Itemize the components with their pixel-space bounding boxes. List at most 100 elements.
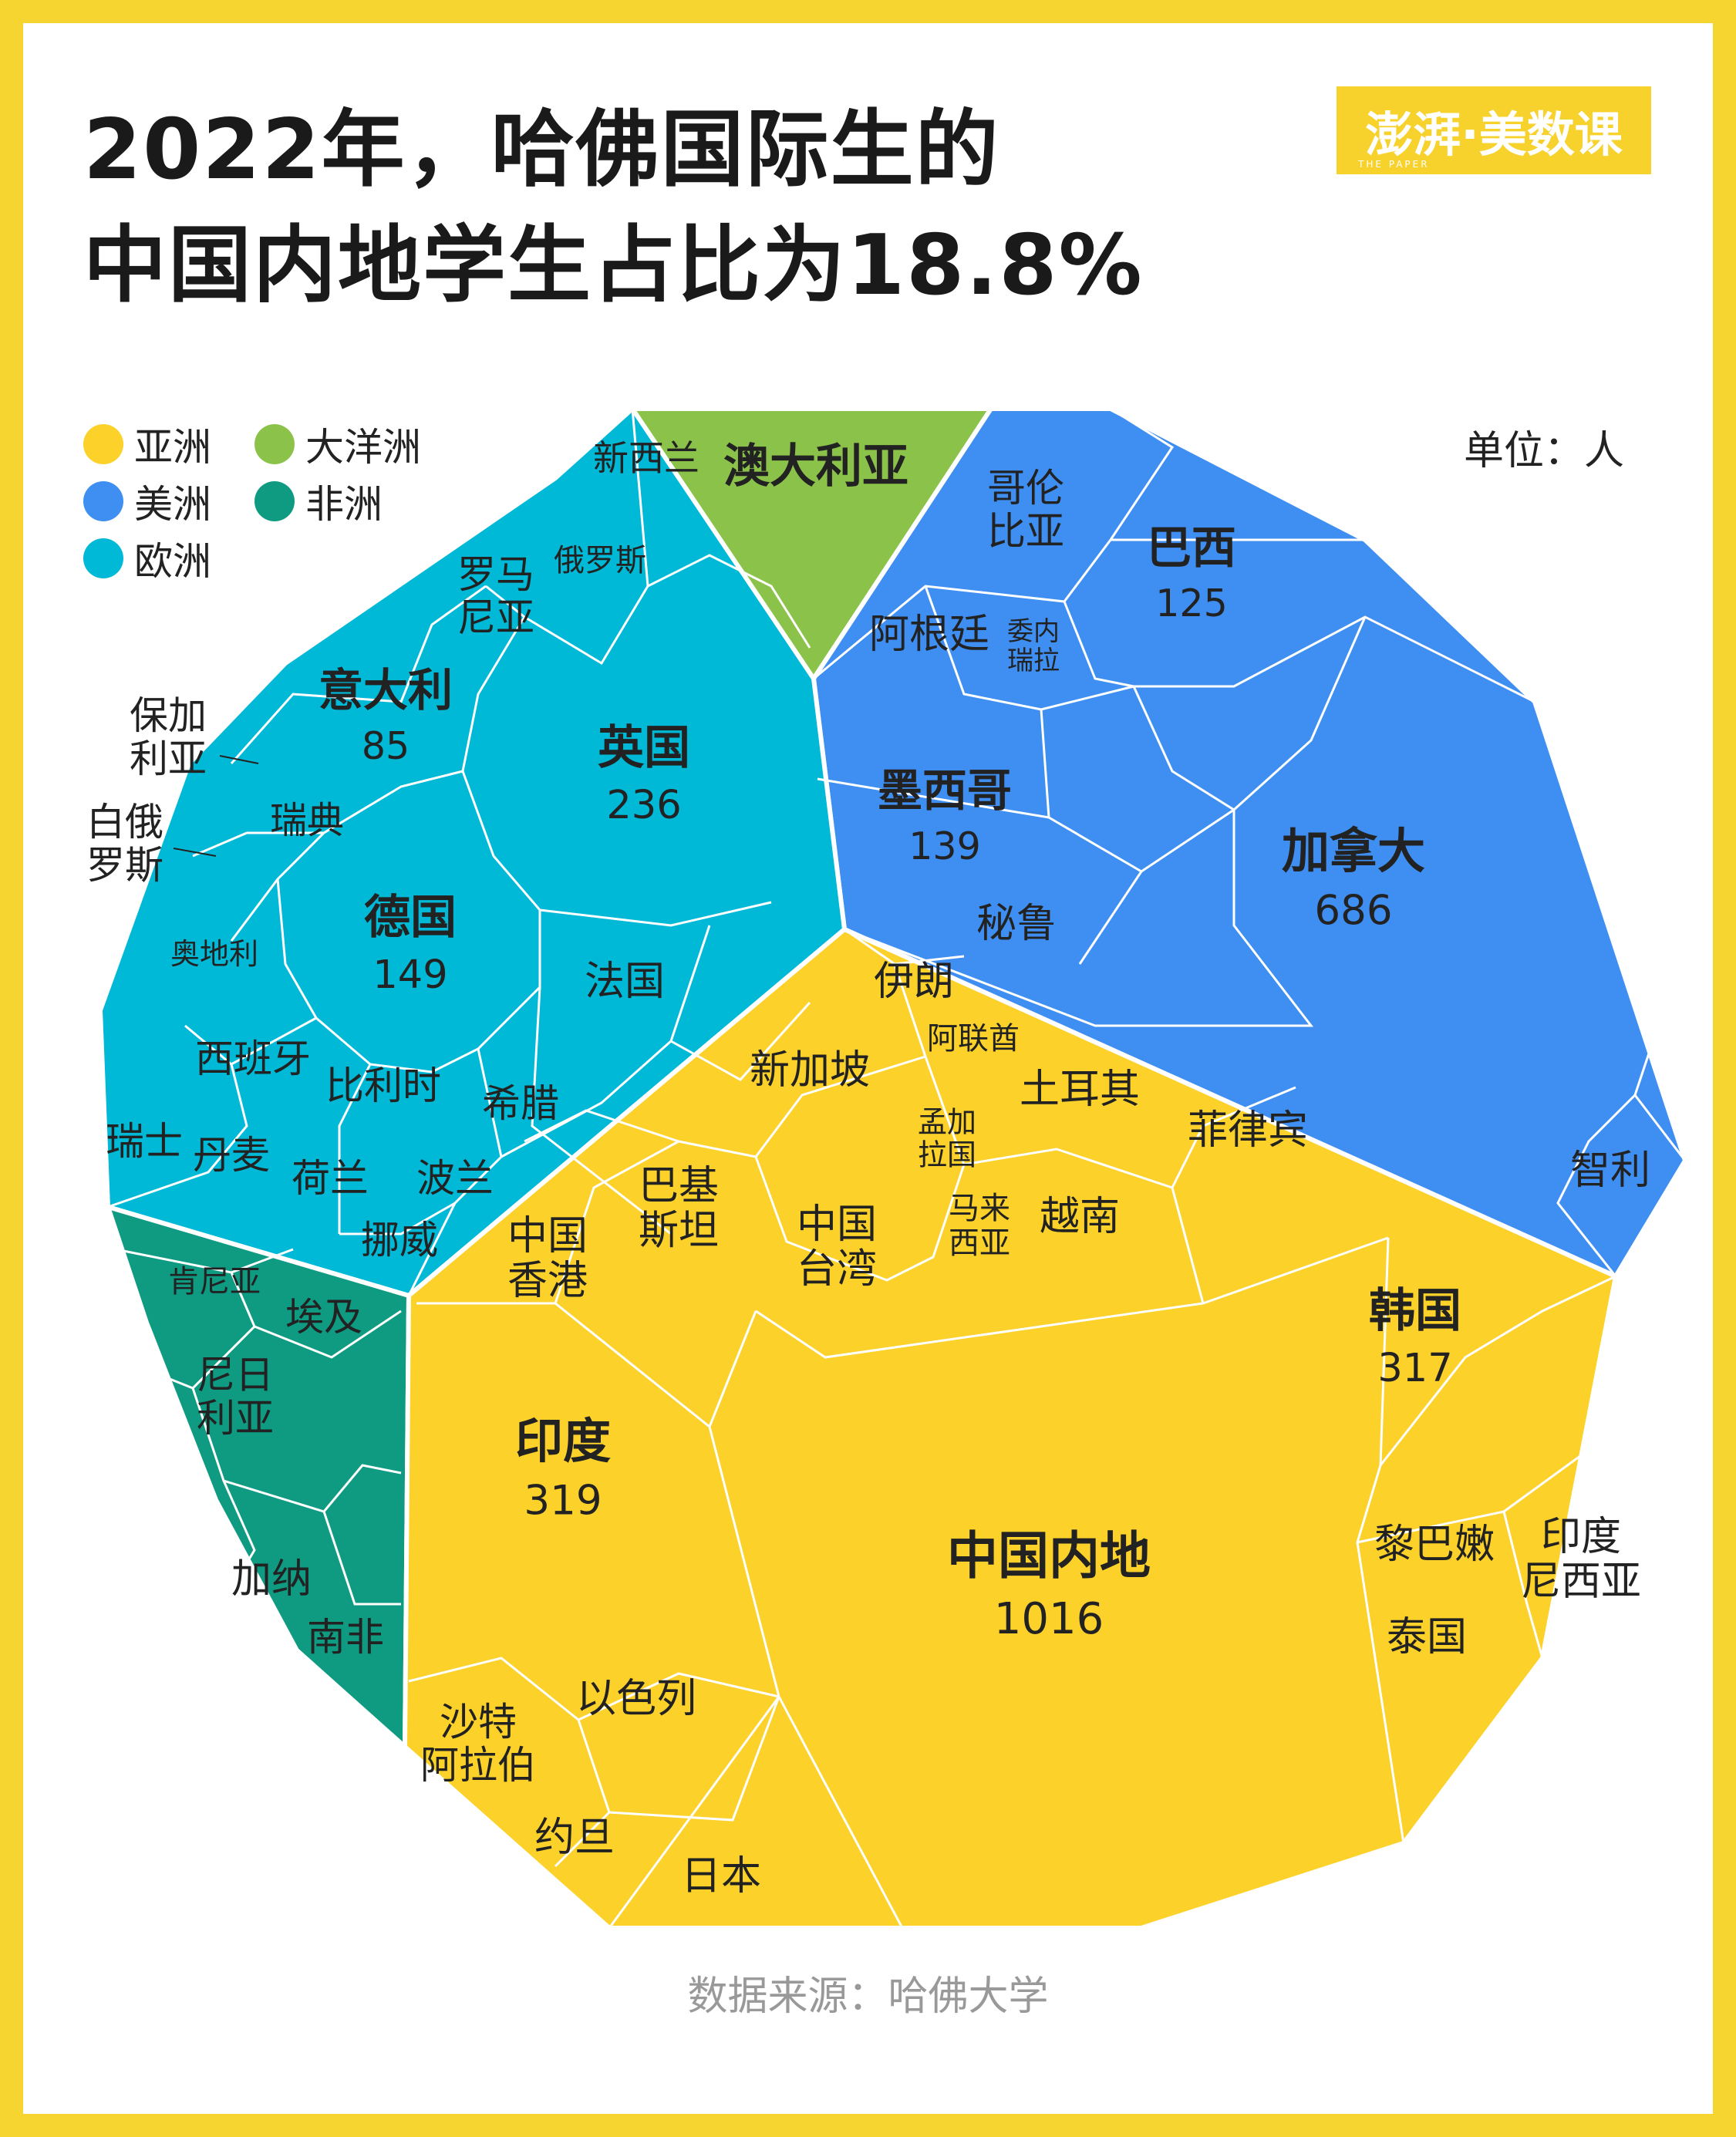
cell-boundary xyxy=(708,1310,904,1929)
country-label: 中国台湾 xyxy=(797,1202,877,1293)
country-label: 马来西亚 xyxy=(949,1191,1010,1261)
source-note: 数据来源：哈佛大学 xyxy=(687,1974,1049,2020)
country-label: 澳大利亚 xyxy=(723,440,908,494)
country-label: 韩国 xyxy=(1369,1284,1461,1338)
country-label: 泰国 xyxy=(1387,1614,1467,1660)
legend-label-asia: 亚洲 xyxy=(134,425,211,470)
cell-boundary xyxy=(254,1310,402,1359)
legend-swatch-oceania xyxy=(255,424,295,464)
country-label: 丹麦 xyxy=(193,1133,270,1178)
leader-line xyxy=(219,755,259,764)
country-label: 南非 xyxy=(307,1615,384,1660)
country-label: 奥地利 xyxy=(170,937,258,971)
country-value: 125 xyxy=(1155,581,1228,625)
cell-boundary xyxy=(338,1063,372,1234)
country-label: 以色列 xyxy=(576,1676,696,1722)
country-label: 荷兰 xyxy=(292,1156,369,1201)
country-label: 瑞典 xyxy=(270,799,344,842)
cell-boundary xyxy=(608,1696,780,1822)
country-label: 约旦 xyxy=(534,1815,615,1861)
country-label: 黎巴嫩 xyxy=(1374,1522,1495,1568)
country-label: 阿根廷 xyxy=(869,612,989,658)
cell-boundary xyxy=(924,585,1134,711)
country-label: 法国 xyxy=(585,959,665,1005)
cell-boundary xyxy=(554,1055,926,1304)
country-label: 菲律宾 xyxy=(1188,1107,1308,1154)
legend-swatch-europe xyxy=(83,538,123,578)
country-label: 保加利亚 xyxy=(130,693,207,781)
legend-item-oceania: 大洋洲 xyxy=(255,416,421,472)
cell-boundary xyxy=(754,1056,966,1282)
country-label: 尼日利亚 xyxy=(197,1353,274,1441)
country-label: 英国 xyxy=(598,721,690,775)
legend-item-africa: 非洲 xyxy=(255,474,383,529)
cell-boundary xyxy=(1357,1510,1544,1659)
logo-subtext: THE PAPER xyxy=(1358,159,1430,170)
country-value: 236 xyxy=(606,783,681,828)
cell-boundary xyxy=(963,1148,1205,1304)
legend-swatch-americas xyxy=(83,481,123,521)
cell-boundary xyxy=(230,585,487,764)
title-line-1: 2022年，哈佛国际生的 xyxy=(83,102,1000,198)
country-label: 新西兰 xyxy=(593,437,699,479)
title-line-2: 中国内地学生占比为18.8% xyxy=(83,217,1144,314)
country-label: 挪威 xyxy=(361,1218,438,1262)
country-label: 比利时 xyxy=(325,1063,441,1108)
country-label: 新加坡 xyxy=(750,1047,870,1094)
cell-boundary xyxy=(1078,871,1143,965)
country-label: 伊朗 xyxy=(874,959,954,1005)
country-value: 149 xyxy=(372,952,447,998)
country-label: 越南 xyxy=(1040,1194,1120,1240)
country-label: 哥伦比亚 xyxy=(987,466,1064,554)
logo-text: 澎湃·美数课 xyxy=(1365,106,1623,163)
country-value: 319 xyxy=(524,1477,602,1524)
country-label: 土耳其 xyxy=(1020,1067,1140,1113)
cell-boundary xyxy=(755,1236,1389,1359)
cell-boundary xyxy=(578,1672,780,1721)
cell-boundary xyxy=(813,407,1175,680)
country-label: 意大利 xyxy=(319,664,453,716)
legend-swatch-asia xyxy=(83,424,123,464)
legend-swatch-africa xyxy=(255,481,295,521)
cell-boundary xyxy=(408,1657,579,1721)
cell-boundary xyxy=(1063,601,1535,703)
cell-boundary xyxy=(608,1696,780,1929)
cell-boundary xyxy=(844,810,1314,1027)
cell-boundary xyxy=(631,408,649,587)
unit-label: 单位：人 xyxy=(1464,428,1625,474)
country-label: 印度尼西亚 xyxy=(1521,1514,1641,1605)
country-label: 加拿大 xyxy=(1282,823,1425,879)
country-label: 秘鲁 xyxy=(976,901,1057,947)
cell-boundary xyxy=(461,616,772,927)
country-label: 阿联酋 xyxy=(927,1021,1020,1057)
country-label: 巴西 xyxy=(1147,521,1236,574)
legend-label-americas: 美洲 xyxy=(134,482,211,527)
country-label: 埃及 xyxy=(285,1295,362,1340)
country-label: 巴基斯坦 xyxy=(639,1163,719,1254)
cell-boundary xyxy=(531,986,672,1235)
country-label: 中国内地 xyxy=(947,1526,1151,1586)
country-label: 委内瑞拉 xyxy=(1007,616,1060,676)
legend-item-asia: 亚洲 xyxy=(83,416,211,472)
country-label: 墨西哥 xyxy=(878,764,1012,817)
legend-item-americas: 美洲 xyxy=(83,474,211,529)
legend-item-europe: 欧洲 xyxy=(83,531,211,586)
cell-boundary xyxy=(276,878,541,1074)
country-label: 波兰 xyxy=(416,1156,494,1201)
cell-boundary xyxy=(222,1480,295,1652)
country-value: 139 xyxy=(908,824,981,868)
country-label: 沙特阿拉伯 xyxy=(420,1700,536,1788)
country-label: 中国香港 xyxy=(507,1213,588,1304)
country-label: 俄罗斯 xyxy=(554,543,646,578)
country-label: 西班牙 xyxy=(195,1036,311,1081)
country-value: 85 xyxy=(362,724,410,768)
country-label: 德国 xyxy=(364,891,457,945)
legend-label-europe: 欧洲 xyxy=(134,539,211,584)
country-value: 1016 xyxy=(994,1594,1104,1644)
country-label: 罗马尼亚 xyxy=(457,552,534,640)
country-label: 瑞士 xyxy=(106,1119,183,1164)
legend-label-africa: 非洲 xyxy=(305,482,383,527)
cell-boundary xyxy=(1503,1448,1589,1513)
country-label: 加纳 xyxy=(231,1556,312,1603)
